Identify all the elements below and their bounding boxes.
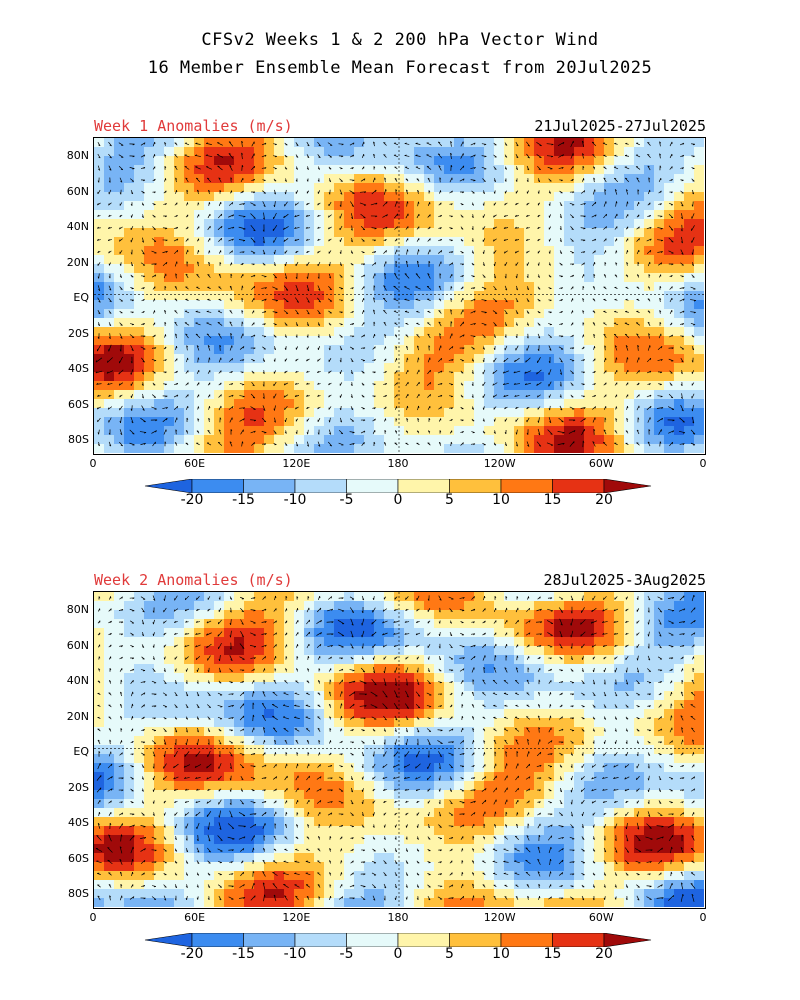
lat-tick-label: 40S [68,816,89,829]
colorbar-tick-label: 15 [543,492,562,508]
lat-tick-label: 40S [68,362,89,375]
lat-tick-label: 40N [66,674,89,687]
title-line-2: 16 Member Ensemble Mean Forecast from 20… [147,58,653,78]
lat-tick-label: 80S [68,887,89,900]
colorbar-tick-label: 5 [445,492,454,508]
colorbar-tick-label: 10 [492,492,510,508]
colorbar-tick-label: 20 [595,492,613,508]
colorbar-segment [397,932,450,948]
lon-tick-label: 0 [699,911,707,924]
colorbar-segment [191,478,244,494]
colorbar-tick-label: -20 [180,946,204,962]
lon-tick-label: 60W [588,457,614,470]
colorbar-tick-label: -15 [232,946,255,962]
panel-2-label: Week 2 Anomalies (m/s) [94,571,293,589]
lat-tick-label: 80S [68,433,89,446]
lat-tick-label: 40N [66,220,89,233]
title-line-1: CFSv2 Weeks 1 & 2 200 hPa Vector Wind [201,30,599,50]
lat-tick-label: 60N [66,638,89,652]
colorbar-tick-label: 15 [543,946,562,962]
colorbar-segment [500,932,553,948]
lat-tick-label: EQ [73,291,89,304]
colorbar-tick-label: -10 [283,492,307,508]
panel-1-dates: 21Jul2025-27Jul2025 [534,117,706,135]
lon-tick-label: 180 [387,457,409,470]
colorbar-segment [243,478,296,494]
lon-tick-label: 60W [588,911,614,924]
panel-2-colorbar [140,932,660,951]
colorbar-tick-label: 10 [492,946,510,962]
colorbar-segment [243,932,296,948]
panel-2-dates: 28Jul2025-3Aug2025 [543,571,706,589]
colorbar-segment [294,932,347,948]
colorbar-segment [346,932,399,948]
colorbar-tick-label: 0 [393,492,403,508]
lon-tick-label: 120W [483,911,516,924]
lon-tick-label: 60E [184,911,206,924]
colorbar-segment [449,932,502,948]
colorbar-min-arrow [144,478,193,494]
panel-1-label: Week 1 Anomalies (m/s) [94,117,293,135]
wind-vectors [95,140,696,448]
lon-tick-label: 60E [184,457,206,470]
lon-tick-label: 0 [699,457,707,470]
lat-tick-label: 20S [68,326,89,340]
lon-tick-label: 120E [282,457,311,470]
lat-tick-label: 80N [66,149,89,162]
colorbar-segment [397,478,450,494]
panel-1-colorbar [140,478,660,497]
colorbar-segment [500,478,553,494]
colorbar-tick-label: -20 [180,492,204,508]
lon-tick-label: 120E [282,911,311,924]
colorbar-tick-label: -10 [283,946,307,962]
lon-tick-label: 0 [89,911,97,924]
lon-tick-label: 120W [483,457,516,470]
colorbar-tick-label: -5 [339,946,354,962]
lat-tick-label: 60S [68,397,89,411]
colorbar-tick-label: 0 [393,946,403,962]
panel-2-map [93,591,706,909]
lon-tick-label: 180 [387,911,409,924]
lat-tick-label: EQ [73,745,89,758]
colorbar-tick-label: 20 [595,946,613,962]
colorbar-max-arrow [603,478,652,494]
colorbar-segment [552,932,605,948]
colorbar-min-arrow [144,932,193,948]
lat-tick-label: 60N [66,184,89,198]
lon-tick-label: 0 [89,457,97,470]
colorbar-tick-label: -15 [232,492,255,508]
colorbar-tick-label: 5 [445,946,454,962]
colorbar-tick-label: -5 [339,492,354,508]
lat-tick-label: 60S [68,851,89,865]
lat-tick-label: 20N [66,709,89,723]
colorbar-segment [346,478,399,494]
colorbar-max-arrow [603,932,652,948]
colorbar-segment [294,478,347,494]
lat-tick-label: 20S [68,780,89,794]
lat-tick-label: 20N [66,255,89,269]
wind-vectors [95,594,696,902]
colorbar-segment [552,478,605,494]
colorbar-segment [191,932,244,948]
colorbar-segment [449,478,502,494]
lat-tick-label: 80N [66,603,89,616]
panel-1-map [93,137,706,455]
